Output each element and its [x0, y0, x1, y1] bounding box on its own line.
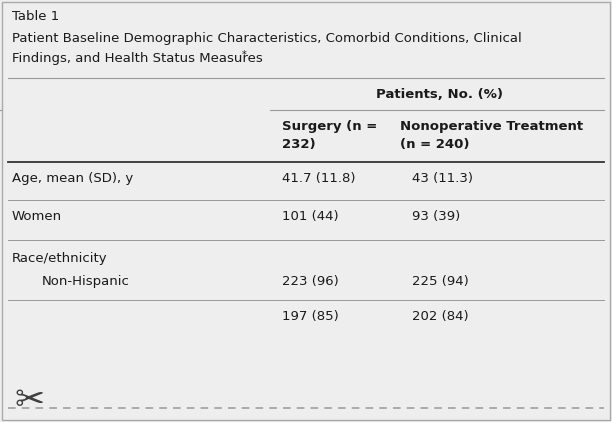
Text: 93 (39): 93 (39) — [412, 210, 460, 223]
Text: 43 (11.3): 43 (11.3) — [412, 172, 473, 185]
Text: 232): 232) — [282, 138, 316, 151]
Text: Age, mean (SD), y: Age, mean (SD), y — [12, 172, 133, 185]
Text: Patient Baseline Demographic Characteristics, Comorbid Conditions, Clinical: Patient Baseline Demographic Characteris… — [12, 32, 522, 45]
Text: 197 (85): 197 (85) — [282, 310, 339, 323]
Text: Race/ethnicity: Race/ethnicity — [12, 252, 108, 265]
Text: 223 (96): 223 (96) — [282, 275, 339, 288]
Text: 225 (94): 225 (94) — [412, 275, 469, 288]
Text: Patients, No. (%): Patients, No. (%) — [376, 88, 504, 101]
Text: 202 (84): 202 (84) — [412, 310, 469, 323]
Text: Non-Hispanic: Non-Hispanic — [42, 275, 130, 288]
Text: Women: Women — [12, 210, 62, 223]
Text: 41.7 (11.8): 41.7 (11.8) — [282, 172, 356, 185]
Text: 101 (44): 101 (44) — [282, 210, 338, 223]
Text: Nonoperative Treatment: Nonoperative Treatment — [400, 120, 583, 133]
Text: Table 1: Table 1 — [12, 10, 59, 23]
Text: (n = 240): (n = 240) — [400, 138, 469, 151]
Text: Surgery (n =: Surgery (n = — [282, 120, 377, 133]
Text: *: * — [242, 50, 247, 60]
Text: ✂: ✂ — [14, 384, 44, 418]
Text: Findings, and Health Status Measures: Findings, and Health Status Measures — [12, 52, 263, 65]
